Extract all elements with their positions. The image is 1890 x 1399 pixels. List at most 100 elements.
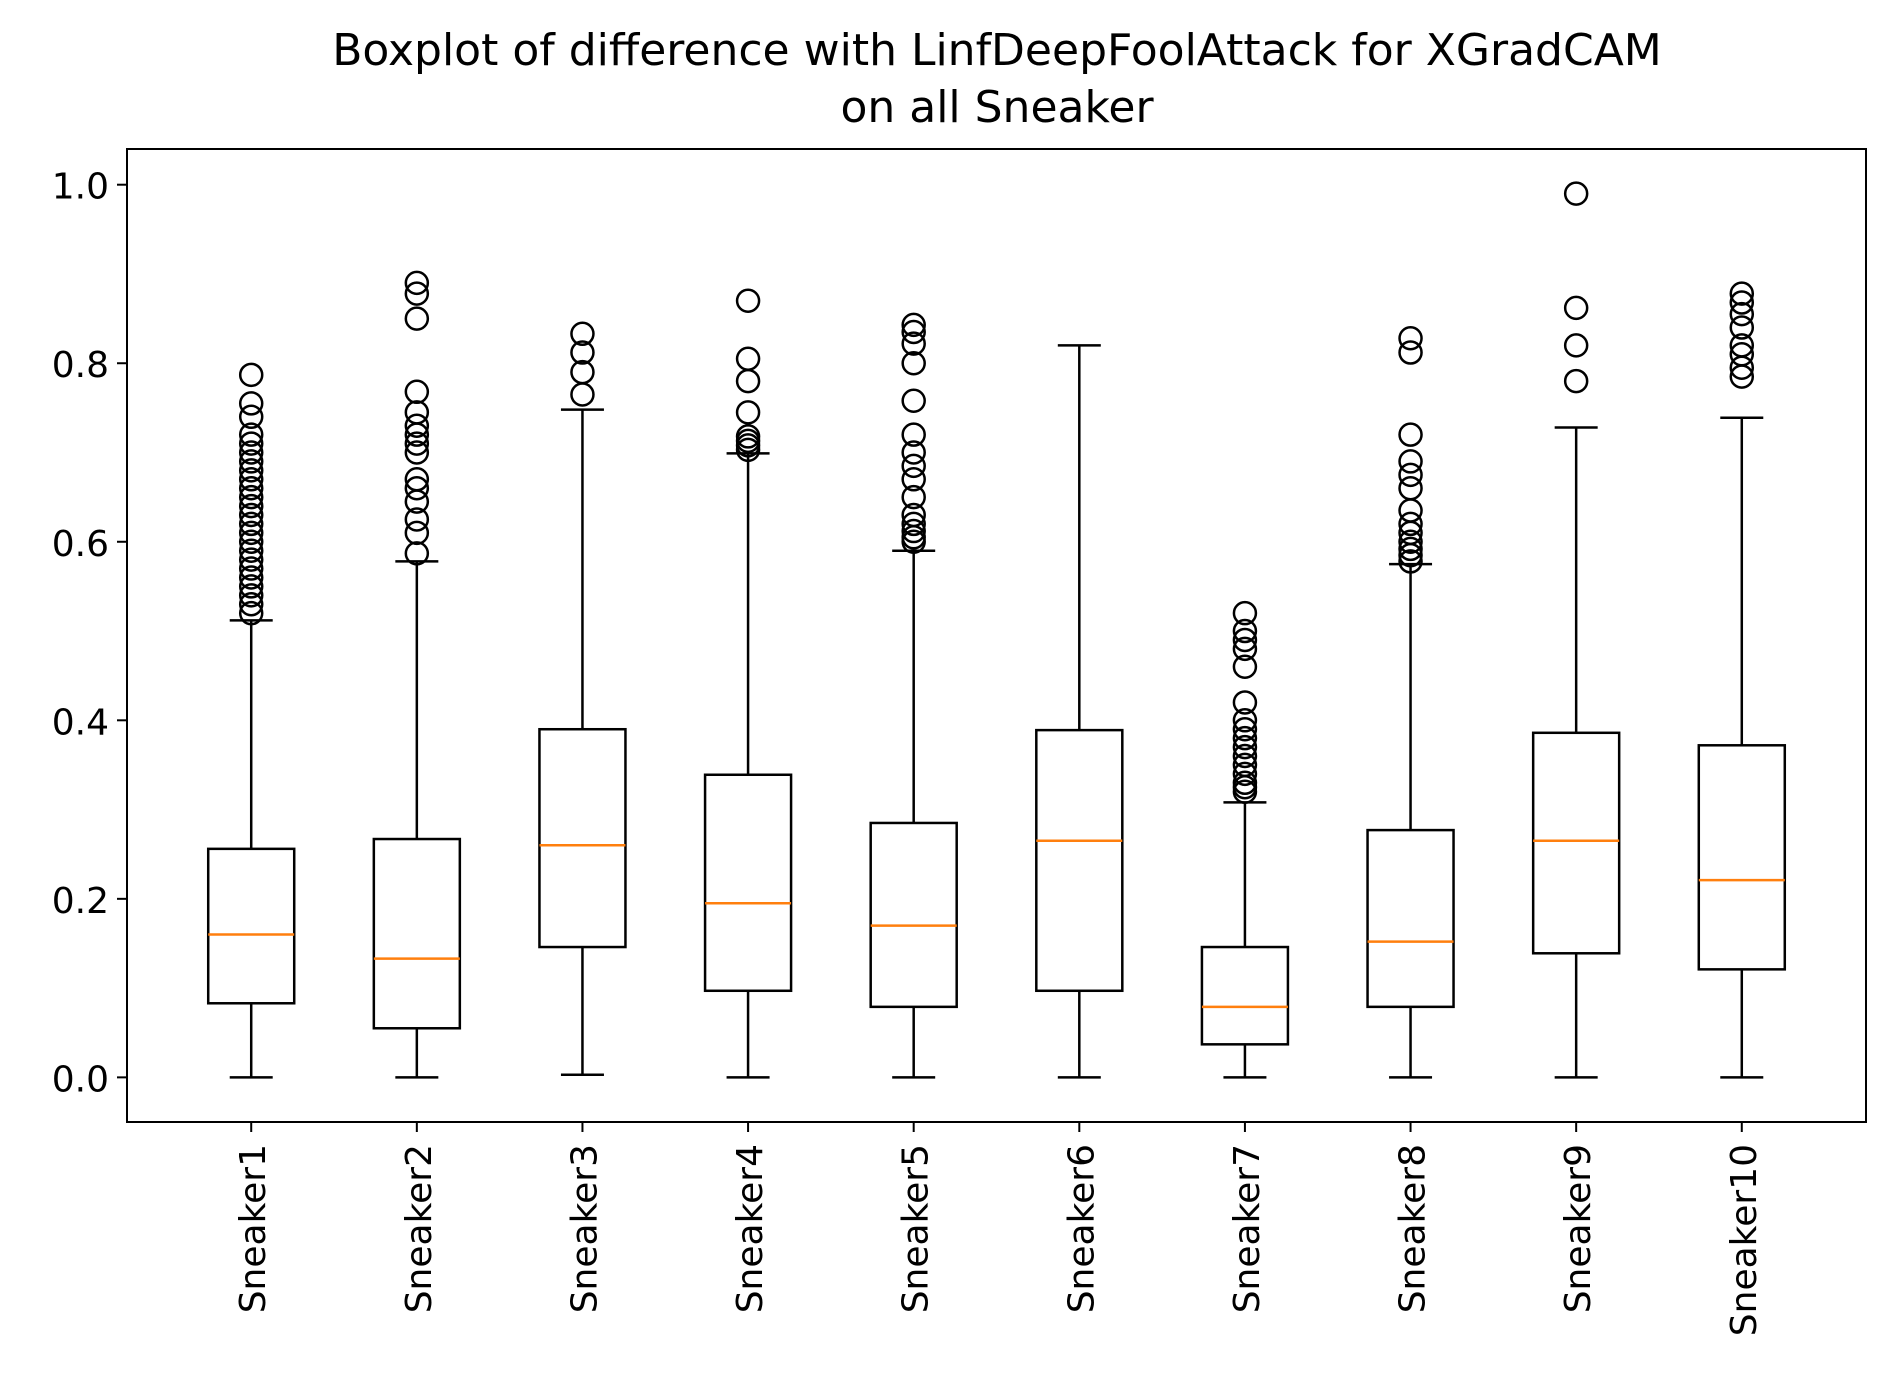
outlier-point: [404, 475, 430, 501]
outlier-point: [238, 458, 264, 483]
outlier-point: [404, 400, 430, 425]
outlier-point: [1232, 618, 1258, 644]
outlier-point: [404, 270, 430, 296]
outlier-point: [1232, 716, 1258, 742]
outlier-point: [1398, 462, 1423, 488]
x-tick-label: Sneaker1: [233, 1144, 274, 1313]
iqr-box: [869, 821, 958, 1009]
outlier-point: [238, 449, 264, 474]
outlier-point: [1398, 529, 1423, 555]
box-Sneaker10: [1697, 281, 1787, 1079]
outlier-point: [238, 600, 264, 626]
outlier-point: [404, 413, 430, 438]
outlier-point: [1232, 734, 1258, 760]
outlier-point: [404, 507, 430, 532]
outlier-point: [238, 502, 264, 528]
box-Sneaker9: [1531, 181, 1621, 1079]
plot-area: [206, 181, 1787, 1079]
outlier-point: [238, 592, 264, 617]
outlier-point: [570, 340, 595, 365]
outlier-point: [901, 518, 926, 544]
outlier-point: [404, 440, 430, 465]
outlier-point: [1729, 290, 1755, 315]
outlier-point: [901, 467, 926, 492]
y-tick-label: 1.0: [52, 167, 109, 208]
outlier-point: [1398, 325, 1423, 351]
x-tick-label: Sneaker4: [730, 1144, 771, 1313]
outlier-point: [1398, 536, 1423, 562]
outlier-point: [404, 467, 430, 492]
outlier-point: [404, 281, 430, 306]
outlier-point: [1398, 511, 1423, 537]
outlier-point: [404, 379, 430, 405]
box-Sneaker8: [1366, 325, 1455, 1079]
outlier-point: [404, 541, 430, 566]
x-tick-label: Sneaker5: [896, 1144, 937, 1313]
box-Sneaker4: [703, 288, 793, 1079]
outlier-point: [1232, 725, 1258, 751]
iqr-box: [372, 837, 462, 1030]
y-axis: 0.0 0.2 0.4 0.6 0.8 1.0: [52, 167, 127, 1100]
outlier-point: [238, 520, 264, 546]
outlier-point: [1232, 708, 1258, 733]
outlier-point: [901, 440, 926, 465]
outlier-point: [238, 484, 264, 510]
outlier-point: [1729, 301, 1755, 327]
outlier-point: [1729, 315, 1755, 340]
chart-title-line-2: on all Sneaker: [840, 82, 1154, 133]
outlier-point: [238, 362, 264, 388]
outlier-point: [1232, 770, 1258, 796]
outlier-point: [1232, 654, 1258, 679]
outlier-point: [238, 547, 264, 572]
iqr-box: [1697, 744, 1787, 971]
iqr-box: [206, 847, 296, 1005]
outlier-point: [404, 431, 430, 456]
outlier-point: [238, 475, 264, 501]
x-axis: Sneaker1 Sneaker2 Sneaker3 Sneaker4 Sneaker5…: [233, 1122, 1765, 1336]
box-Sneaker6: [1035, 344, 1124, 1079]
outlier-point: [1232, 690, 1258, 715]
outlier-point: [238, 574, 264, 599]
outlier-point: [735, 424, 761, 449]
outlier-point: [238, 511, 264, 537]
outlier-point: [238, 583, 264, 608]
iqr-box: [1200, 945, 1290, 1046]
outlier-point: [901, 331, 926, 356]
outlier-point: [1729, 333, 1755, 358]
outlier-point: [238, 493, 264, 519]
outlier-point: [1563, 181, 1589, 206]
outlier-point: [901, 388, 926, 413]
box-Sneaker7: [1200, 600, 1290, 1079]
outlier-point: [1232, 743, 1258, 769]
y-tick-label: 0.8: [52, 345, 109, 386]
outlier-point: [901, 484, 926, 510]
outlier-point: [1398, 475, 1423, 501]
y-tick-label: 0.4: [52, 702, 109, 743]
outlier-point: [1398, 422, 1423, 447]
x-tick-label: Sneaker10: [1724, 1144, 1765, 1336]
outlier-point: [901, 312, 926, 338]
outlier-point: [1232, 752, 1258, 778]
outlier-point: [238, 440, 264, 465]
chart-title-line-1: Boxplot of difference with LinfDeepFoolA…: [332, 25, 1662, 76]
outlier-point: [1563, 295, 1589, 321]
box-Sneaker3: [538, 321, 627, 1076]
outlier-point: [735, 346, 761, 372]
outlier-point: [238, 467, 264, 492]
outlier-point: [404, 520, 430, 546]
y-tick-label: 0.6: [52, 524, 109, 565]
outlier-point: [901, 511, 926, 537]
x-tick-label: Sneaker3: [564, 1144, 605, 1313]
box-Sneaker5: [869, 312, 958, 1079]
x-tick-label: Sneaker7: [1227, 1144, 1268, 1313]
outlier-point: [238, 556, 264, 581]
outlier-point: [1232, 627, 1258, 653]
outlier-point: [238, 391, 264, 416]
outlier-point: [1398, 340, 1423, 365]
outlier-point: [1232, 761, 1258, 787]
outlier-point: [238, 565, 264, 590]
outlier-point: [238, 538, 264, 563]
outlier-point: [1398, 449, 1423, 474]
